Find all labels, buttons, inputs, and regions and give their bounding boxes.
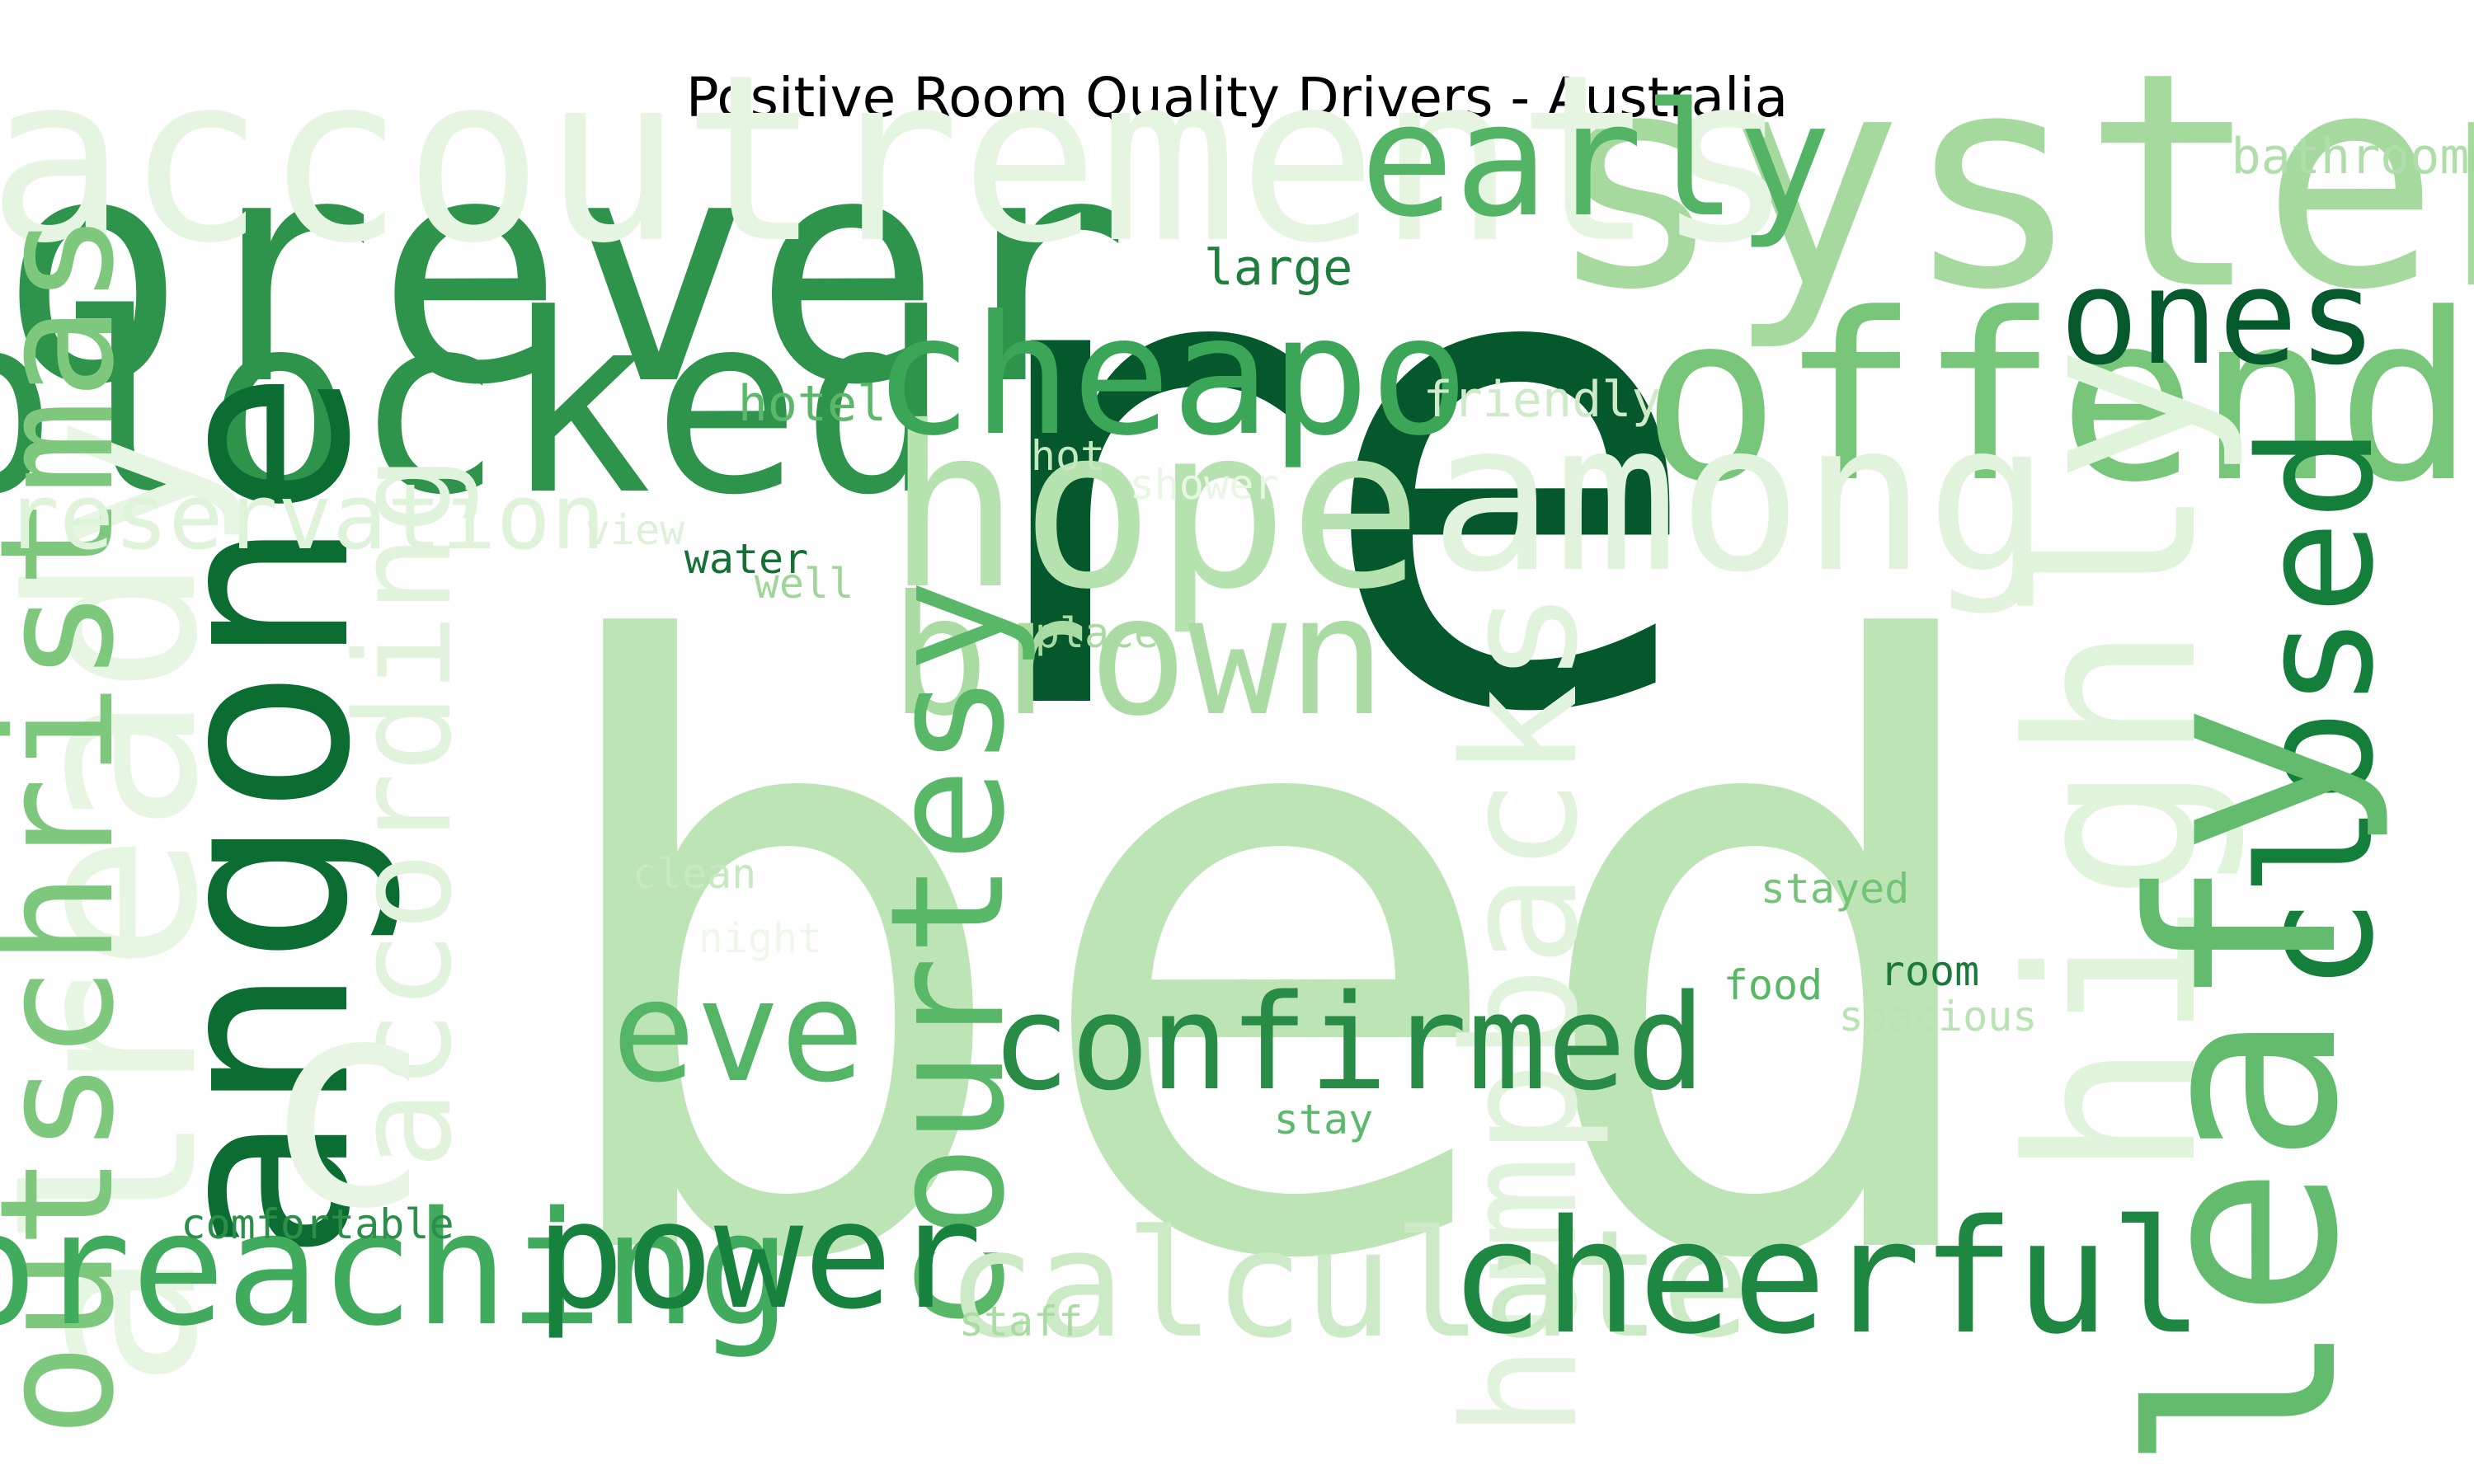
word-offends: offends <box>1641 265 2474 533</box>
chart-title: Positive Room Quality Drivers - Australi… <box>685 66 1789 129</box>
word-stayed: stayed <box>1761 865 1910 913</box>
word-leafy: leafy <box>2097 703 2395 1472</box>
word-ones: ones <box>2059 240 2377 394</box>
word-accoutrements: accoutrements <box>0 26 1794 294</box>
word-room: room <box>1880 947 1979 995</box>
word-according: according <box>327 455 481 1170</box>
word-well: well <box>755 560 854 608</box>
word-systen: systen <box>1546 9 2474 355</box>
word-shower: shower <box>1130 461 1279 509</box>
word-place: place <box>1035 609 1159 657</box>
word-food: food <box>1724 961 1823 1009</box>
word-already: already <box>0 416 249 1389</box>
word-bed: bed <box>525 480 2015 1439</box>
word-hot: hot <box>1031 432 1105 480</box>
word-reservation: reservation <box>5 464 605 570</box>
word-bathroom: bathroom <box>2232 128 2470 186</box>
word-confirmed: confirmed <box>991 965 1706 1120</box>
word-clean: clean <box>633 850 757 898</box>
word-hope: hope <box>887 378 1423 638</box>
word-closed: closed <box>2226 426 2408 992</box>
word-power: power <box>535 1170 982 1342</box>
word-cheapo: cheapo <box>873 280 1469 472</box>
word-friendly: friendly <box>1423 371 1662 429</box>
word-humpbacks: humpbacks <box>1430 589 1612 1439</box>
word-water: water <box>684 535 809 583</box>
word-staff: staff <box>959 1298 1084 1345</box>
word-breaching: breaching <box>0 1178 792 1360</box>
word-among: among <box>1430 378 2051 618</box>
word-stay: stay <box>1274 1096 1373 1144</box>
word-angone: angone <box>117 369 405 1263</box>
word-outschristmas: outschristmas <box>0 211 148 1437</box>
word-night: night <box>698 914 823 962</box>
word-c: c <box>260 936 434 1272</box>
word-comfortable: comfortable <box>181 1200 454 1248</box>
word-blocked: blocked <box>0 261 950 549</box>
word-eve: eve <box>611 951 864 1114</box>
word-large: large <box>1204 239 1353 297</box>
word-view: view <box>586 506 685 554</box>
word-calculate: calculate <box>946 1199 1750 1371</box>
word-forever: forever <box>0 88 1131 453</box>
word-highly: highly <box>1980 345 2249 1179</box>
word-brown: brown <box>890 561 1386 753</box>
word-early: early <box>1360 69 1832 251</box>
word-spacious: spacious <box>1839 993 2038 1040</box>
word-courtesy: courtesy <box>857 579 1039 1333</box>
word-hotel: hotel <box>738 375 887 433</box>
word-cheerful: cheerful <box>1449 1186 2204 1369</box>
word-re: re <box>914 88 1708 857</box>
